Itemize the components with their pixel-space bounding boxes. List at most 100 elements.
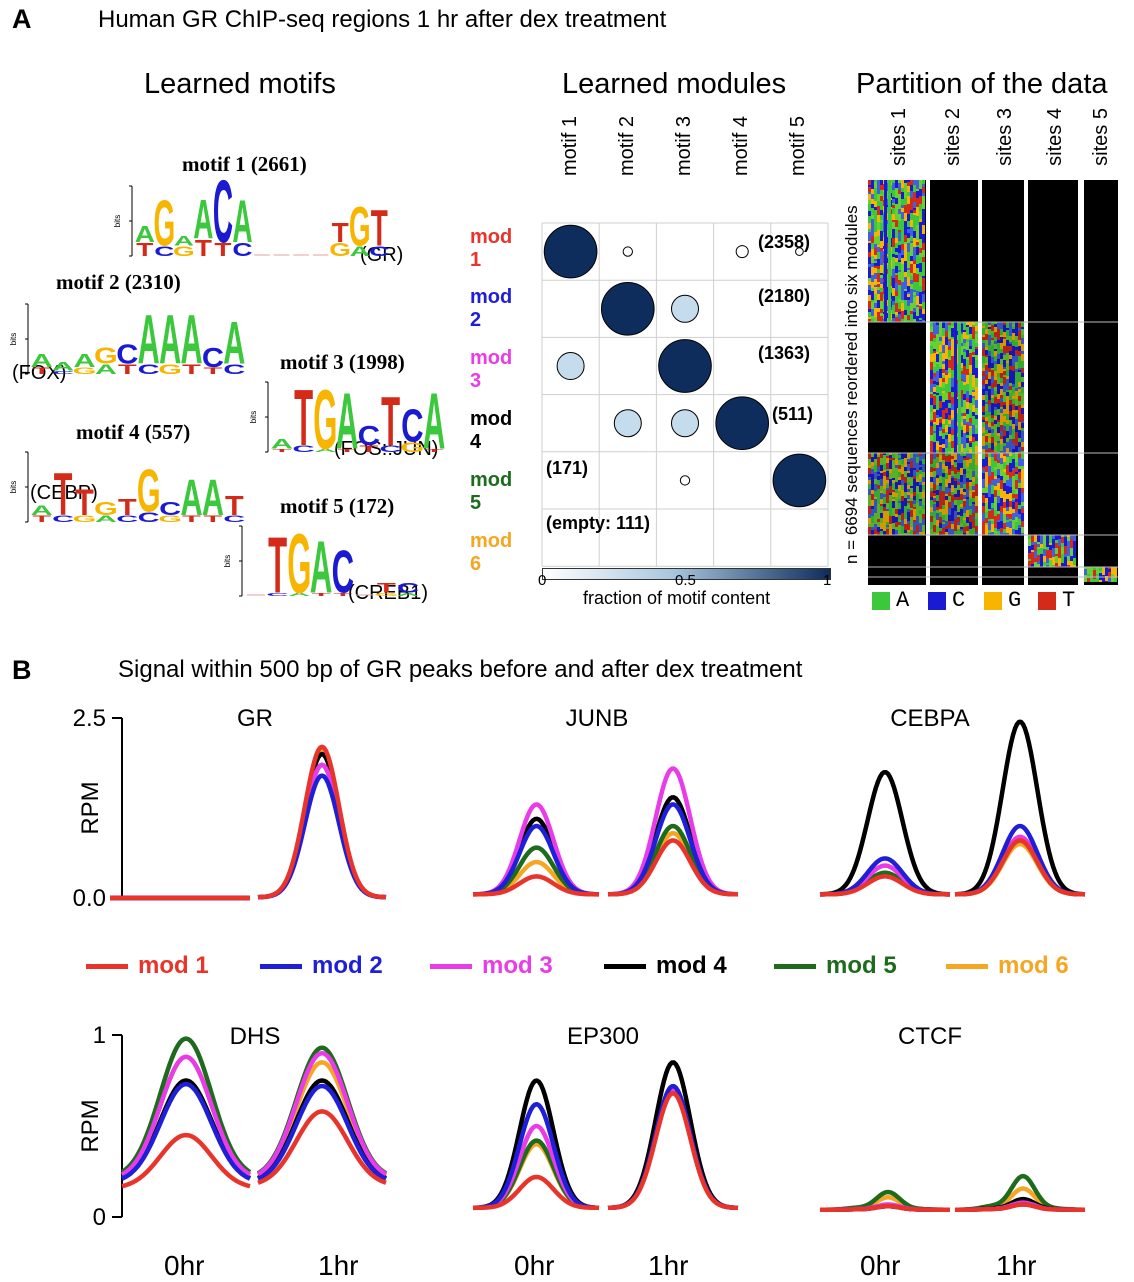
heatmap-cell — [1000, 407, 1003, 409]
heatmap-cell — [886, 490, 889, 496]
heatmap-cell — [868, 267, 871, 272]
heatmap-cell — [922, 505, 925, 509]
logo-letter: C — [138, 510, 160, 526]
heatmap-cell — [886, 220, 889, 224]
heatmap-cell — [916, 305, 919, 307]
heatmap-cell — [975, 349, 978, 355]
heatmap-cell — [948, 528, 951, 530]
heatmap-cell — [1015, 342, 1018, 347]
heatmap-cell — [874, 205, 877, 207]
heatmap-cell — [1003, 416, 1006, 422]
heatmap-cell — [960, 374, 963, 379]
heatmap-cell — [874, 237, 877, 239]
heatmap-cell — [930, 500, 933, 507]
heatmap-cell — [957, 522, 960, 525]
heatmap-cell — [898, 522, 901, 525]
heatmap-cell — [1031, 542, 1034, 545]
heatmap-cell — [883, 470, 886, 472]
heatmap-cell — [871, 469, 874, 474]
heatmap-cell — [901, 239, 904, 244]
heatmap-cell — [942, 361, 945, 364]
heatmap-cell — [985, 355, 988, 357]
heatmap-cell — [868, 278, 871, 281]
heatmap-cell — [930, 507, 933, 512]
heatmap-cell — [966, 380, 969, 384]
heatmap-cell — [991, 519, 994, 521]
heatmap-cell — [933, 502, 936, 504]
heatmap-cell — [930, 532, 933, 535]
logo-letter: A — [31, 503, 53, 519]
heatmap-cell — [868, 453, 871, 459]
heatmap-cell — [972, 442, 975, 447]
heatmap-cell — [913, 292, 916, 295]
heatmap-cell — [904, 289, 907, 291]
heatmap-cell — [892, 218, 895, 220]
profile-line-mod1 — [607, 1091, 739, 1211]
heatmap-cell — [948, 480, 951, 483]
heatmap-cell — [1000, 395, 1003, 398]
heatmap-cell — [1006, 511, 1009, 514]
heatmap-cell — [972, 447, 975, 453]
heatmap-cell — [922, 309, 925, 314]
heatmap-cell — [868, 211, 871, 216]
heatmap-cell — [930, 362, 933, 370]
heatmap-cell — [1009, 426, 1012, 429]
heatmap-cell — [904, 477, 907, 483]
logo-letter: T — [338, 448, 358, 453]
heatmap-cell — [994, 337, 997, 341]
column-header: motif 2 — [616, 116, 638, 177]
heatmap-cell — [1015, 502, 1018, 511]
heatmap-cell — [988, 457, 991, 466]
heatmap-cell — [985, 322, 988, 325]
heatmap-cell — [874, 459, 877, 465]
partition-ylabel-wrap: n = 6694 sequences reordered into six mo… — [838, 180, 868, 590]
heatmap-cell — [988, 325, 991, 327]
heatmap-cell — [988, 407, 991, 412]
heatmap-cell — [913, 208, 916, 210]
heatmap-cell — [910, 453, 913, 455]
heatmap-cell — [1018, 387, 1021, 389]
colorbar-tick-05: 0.5 — [675, 572, 696, 589]
heatmap-cell — [892, 305, 895, 314]
heatmap-cell — [963, 382, 966, 385]
heatmap-cell — [883, 489, 886, 494]
heatmap-cell — [1009, 420, 1012, 426]
profile-line-mod2 — [257, 1083, 387, 1181]
heatmap-cell — [982, 415, 985, 417]
heatmap-cell — [913, 210, 916, 213]
heatmap-cell — [1067, 565, 1070, 567]
heatmap-cell — [883, 476, 886, 478]
heatmap-cell — [975, 322, 978, 326]
heatmap-cell — [919, 465, 922, 467]
heatmap-cell — [942, 402, 945, 410]
heatmap-cell — [1021, 344, 1024, 346]
heatmap-cell — [1003, 481, 1006, 483]
heatmap-cell — [877, 284, 880, 287]
heatmap-cell — [1006, 468, 1009, 475]
heatmap-cell — [994, 433, 997, 437]
heatmap-cell — [945, 526, 948, 529]
heatmap-cell — [1006, 402, 1009, 409]
logo-letter: G — [349, 196, 371, 258]
heatmap-cell — [1021, 442, 1024, 447]
heatmap-cell — [916, 291, 919, 296]
heatmap-cell — [1052, 565, 1055, 567]
heatmap-cell — [1099, 571, 1102, 573]
heatmap-cell — [942, 477, 945, 484]
heatmap-cell — [972, 325, 975, 327]
y-axis-label: RPM — [77, 1099, 104, 1152]
heatmap-cell — [922, 225, 925, 234]
heatmap-cell — [954, 481, 957, 488]
heatmap-cell — [895, 502, 898, 509]
heatmap-cell — [991, 368, 994, 370]
heatmap-cell — [892, 183, 895, 190]
heatmap-cell — [945, 345, 948, 351]
heatmap-cell — [985, 518, 988, 523]
heatmap-cell — [960, 468, 963, 475]
heatmap-cell — [936, 513, 939, 520]
heatmap-cell — [1040, 541, 1043, 544]
heatmap-cell — [988, 400, 991, 405]
heatmap-cell — [1034, 542, 1037, 544]
heatmap-cell — [1018, 328, 1021, 331]
